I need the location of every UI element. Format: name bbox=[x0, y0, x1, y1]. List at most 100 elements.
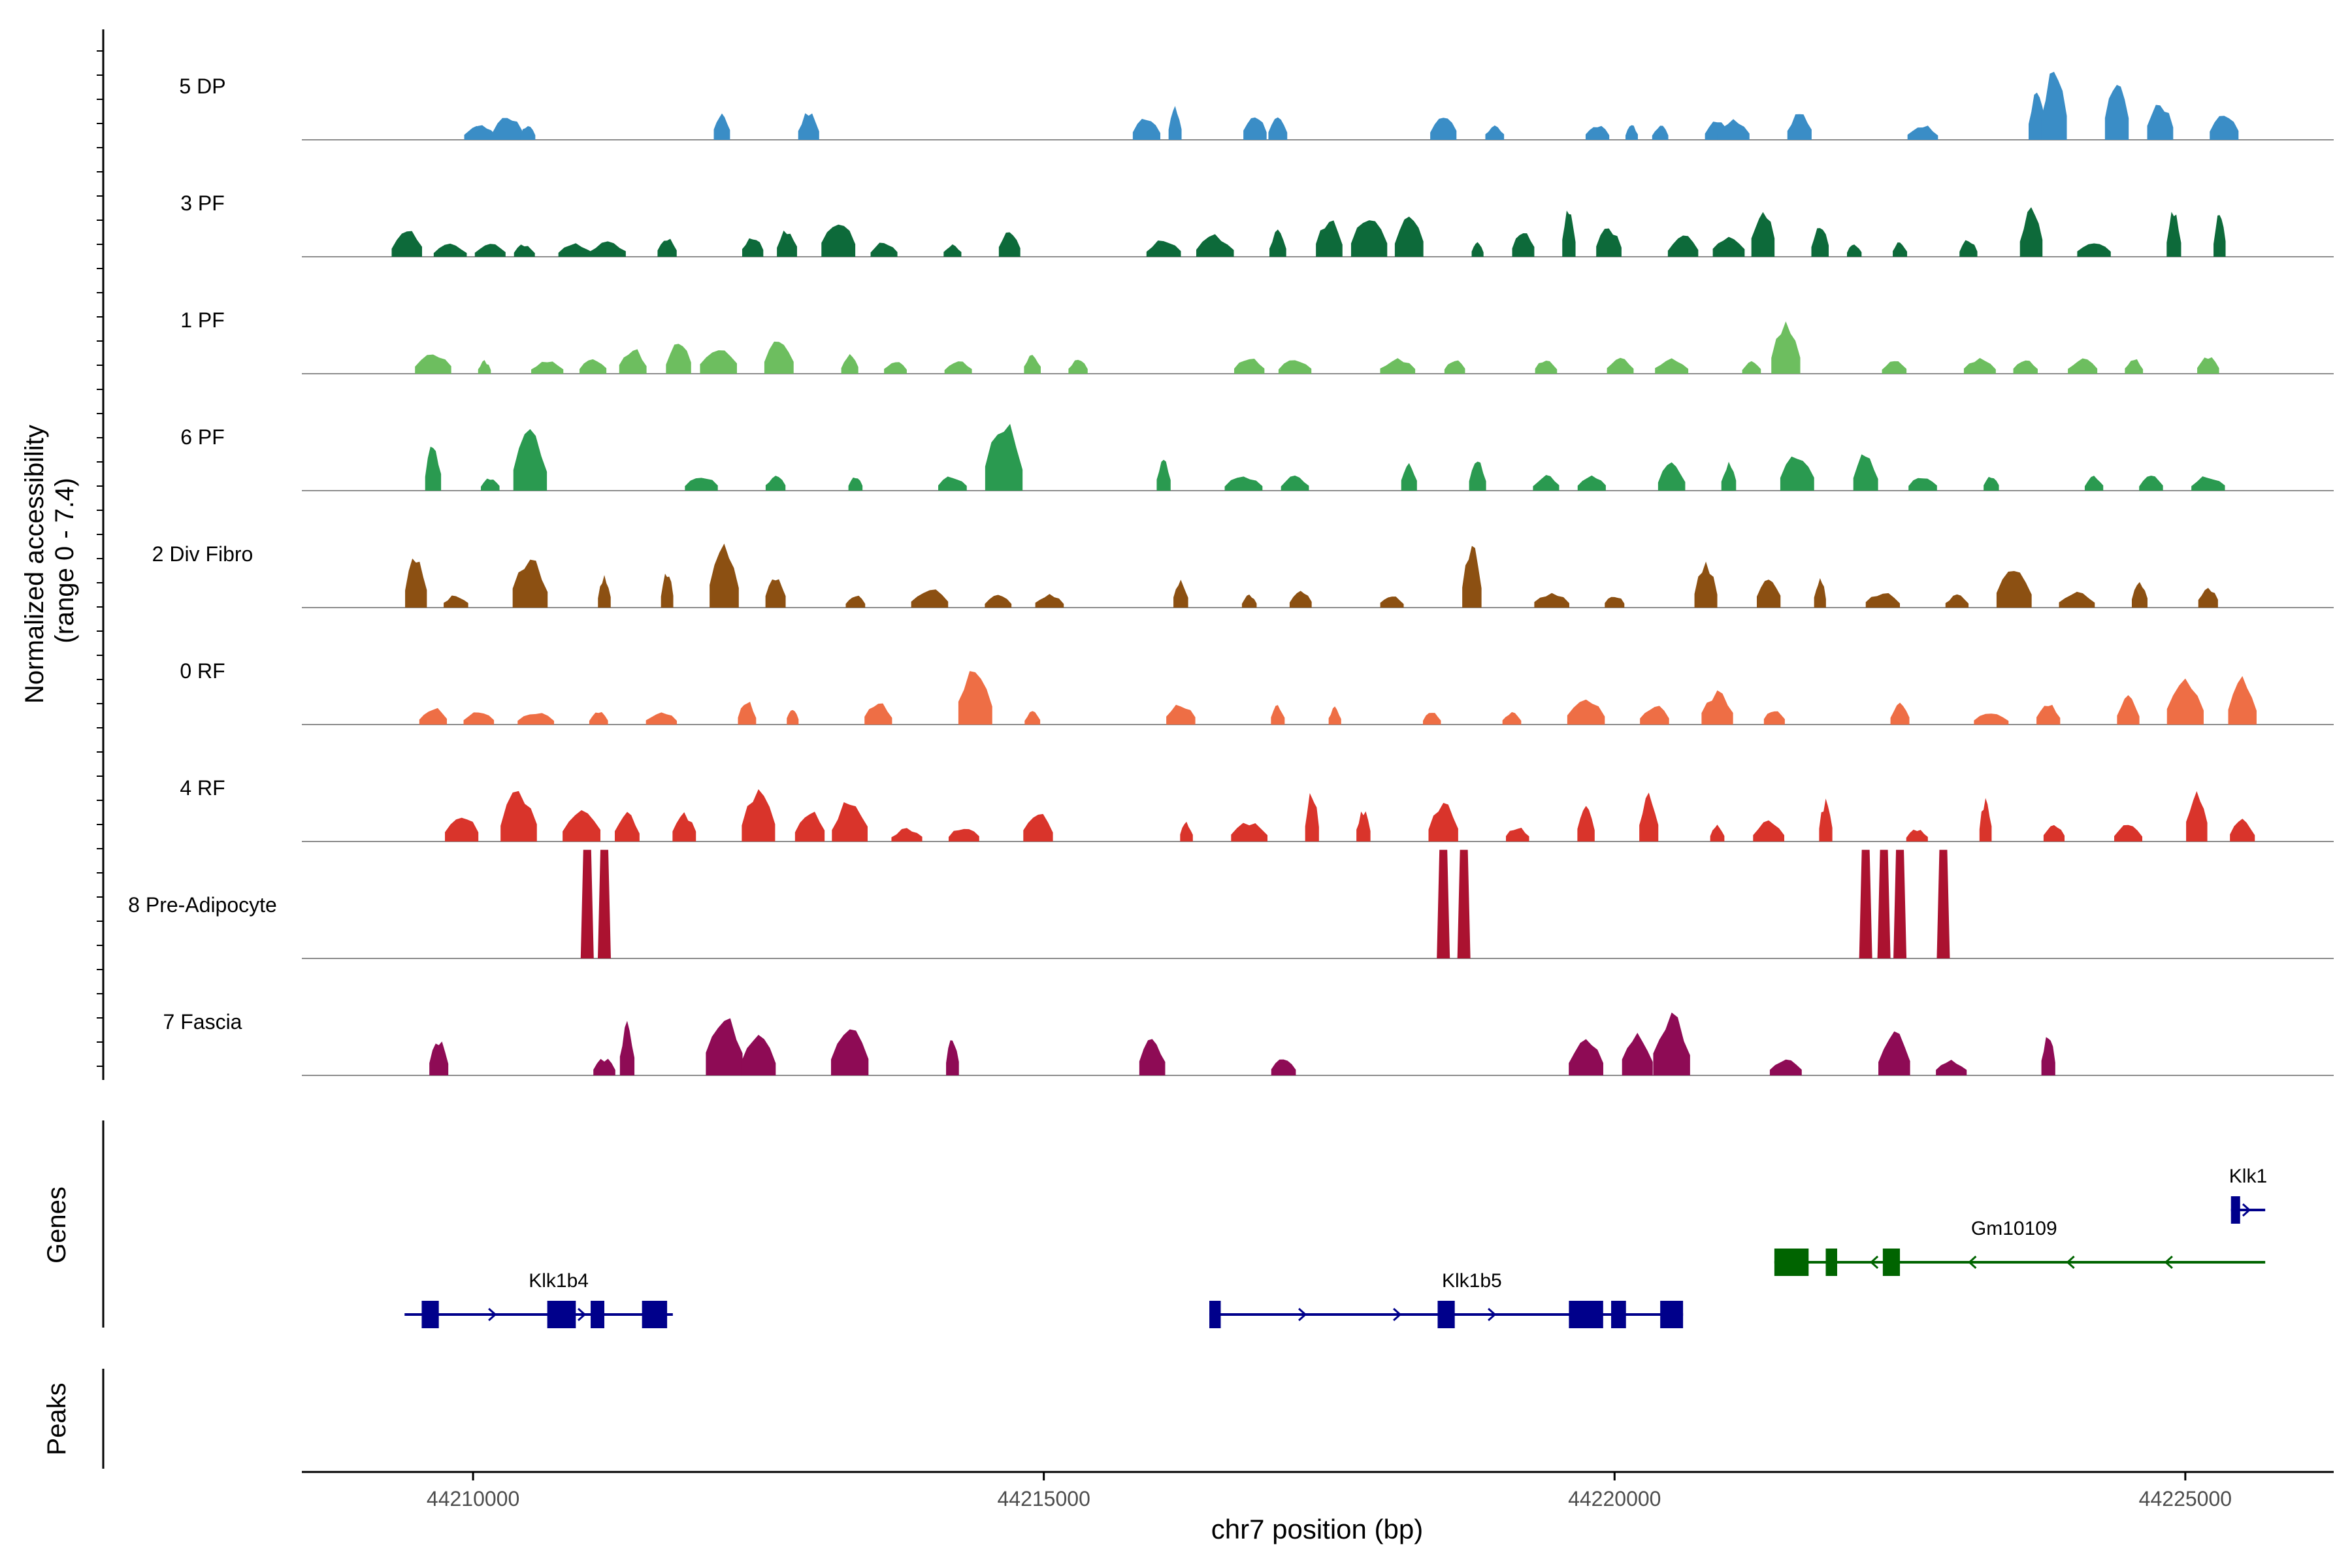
coverage-peak bbox=[1936, 1060, 1967, 1075]
coverage-peak bbox=[1316, 220, 1343, 257]
coverage-peak bbox=[598, 575, 611, 608]
coverage-peak bbox=[1243, 117, 1267, 140]
coverage-peak bbox=[480, 478, 500, 491]
coverage-peak bbox=[1907, 125, 1938, 140]
coverage-peak bbox=[1847, 244, 1862, 257]
track-2: 1 PF bbox=[180, 308, 2334, 374]
track-8: 7 Fascia bbox=[163, 1010, 2334, 1076]
coverage-peak bbox=[1023, 813, 1053, 841]
coverage-peak bbox=[700, 350, 737, 374]
coverage-peak bbox=[1653, 1012, 1690, 1075]
track-6: 4 RF bbox=[180, 776, 2334, 842]
x-tick-label: 44220000 bbox=[1568, 1487, 1661, 1511]
gene-exon bbox=[2230, 1196, 2240, 1224]
coverage-peak bbox=[2029, 92, 2046, 140]
coverage-peak bbox=[1535, 360, 1558, 374]
coverage-peak bbox=[445, 817, 479, 841]
coverage-peak bbox=[1224, 476, 1263, 491]
coverage-peak bbox=[1562, 210, 1576, 257]
strand-arrow bbox=[577, 1307, 587, 1322]
strand-arrow bbox=[2066, 1255, 2075, 1269]
gene-Klk1b4: Klk1b4 bbox=[404, 1270, 673, 1328]
coverage-peak bbox=[672, 812, 696, 841]
coverage-peak bbox=[1444, 360, 1465, 374]
gene-label: Klk1b4 bbox=[529, 1270, 589, 1292]
coverage-peak bbox=[1694, 561, 1718, 608]
coverage-peak bbox=[1814, 578, 1826, 608]
strand-arrow bbox=[2242, 1203, 2251, 1217]
coverage-peak bbox=[2013, 360, 2038, 374]
x-tick-label: 44210000 bbox=[427, 1487, 519, 1511]
coverage-peak bbox=[391, 231, 423, 257]
coverage-peak bbox=[821, 224, 856, 257]
strand-arrow bbox=[1298, 1307, 1307, 1322]
strand-arrow bbox=[1968, 1255, 1977, 1269]
coverage-peak bbox=[830, 1029, 869, 1075]
coverage-peak bbox=[1166, 704, 1196, 725]
coverage-peak bbox=[619, 1021, 635, 1075]
gene-exon bbox=[1660, 1301, 1684, 1328]
coverage-peak bbox=[558, 243, 593, 257]
coverage-peak bbox=[741, 1034, 776, 1075]
coverage-peak bbox=[742, 238, 764, 257]
coverage-peak bbox=[1035, 594, 1064, 608]
gene-label: Klk1 bbox=[2229, 1166, 2267, 1187]
coverage-peak bbox=[1936, 849, 1950, 958]
coverage-peak bbox=[1607, 357, 1634, 374]
coverage-peak bbox=[1422, 713, 1441, 725]
coverage-peak bbox=[1890, 702, 1910, 725]
coverage-peak bbox=[2166, 212, 2181, 257]
gene-exon bbox=[1437, 1301, 1455, 1328]
coverage-peak bbox=[1865, 593, 1900, 608]
coverage-peak bbox=[1401, 463, 1417, 491]
coverage-peak bbox=[884, 362, 907, 374]
coverage-peak bbox=[580, 849, 594, 958]
coverage-peak bbox=[710, 544, 739, 608]
coverage-peak bbox=[1769, 1059, 1802, 1075]
coverage-peak bbox=[1717, 119, 1750, 140]
coverage-peak bbox=[1625, 125, 1638, 140]
gene-Gm10109: Gm10109 bbox=[1774, 1218, 2266, 1276]
coverage-peak bbox=[1469, 461, 1486, 491]
coverage-peak bbox=[2230, 819, 2255, 841]
coverage-peak bbox=[1457, 849, 1471, 958]
coverage-peak bbox=[1963, 357, 1996, 374]
x-tick-label: 44215000 bbox=[997, 1487, 1090, 1511]
coverage-peak bbox=[787, 710, 799, 725]
coverage-peak bbox=[1156, 459, 1171, 491]
coverage-peak bbox=[1168, 106, 1182, 140]
coverage-peak bbox=[1173, 580, 1188, 608]
coverage-peak bbox=[1268, 117, 1288, 140]
coverage-peak bbox=[764, 341, 794, 374]
coverage-peak bbox=[845, 595, 866, 608]
coverage-peak bbox=[1655, 358, 1689, 374]
track-label: 5 DP bbox=[179, 74, 225, 98]
coverage-peak bbox=[2166, 678, 2204, 725]
coverage-peak bbox=[2147, 105, 2174, 140]
coverage-peak bbox=[958, 671, 992, 725]
gene-exon bbox=[1774, 1249, 1809, 1276]
coverage-peak bbox=[517, 713, 555, 725]
coverage-peak bbox=[1596, 228, 1622, 257]
coverage-peak bbox=[1979, 798, 1992, 841]
coverage-peak bbox=[938, 476, 967, 491]
coverage-peak bbox=[706, 1018, 743, 1075]
coverage-peak bbox=[2213, 215, 2226, 257]
coverage-peak bbox=[500, 791, 537, 841]
gene-Klk1: Klk1 bbox=[2229, 1166, 2267, 1224]
strand-arrow bbox=[2164, 1255, 2173, 1269]
coverage-peak bbox=[2197, 357, 2219, 374]
coverage-peak bbox=[1780, 456, 1814, 491]
coverage-peak bbox=[944, 361, 972, 374]
track-3: 6 PF bbox=[180, 423, 2334, 491]
coverage-peak bbox=[474, 244, 506, 257]
coverage-peak bbox=[2084, 476, 2104, 491]
coverage-peak bbox=[1196, 234, 1234, 257]
coverage-peak bbox=[419, 708, 448, 725]
coverage-peak bbox=[589, 711, 608, 725]
coverage-peak bbox=[615, 811, 640, 841]
coverage-peak bbox=[1394, 216, 1424, 257]
coverage-peak bbox=[1945, 594, 1969, 608]
track-1: 3 PF bbox=[180, 191, 2334, 257]
